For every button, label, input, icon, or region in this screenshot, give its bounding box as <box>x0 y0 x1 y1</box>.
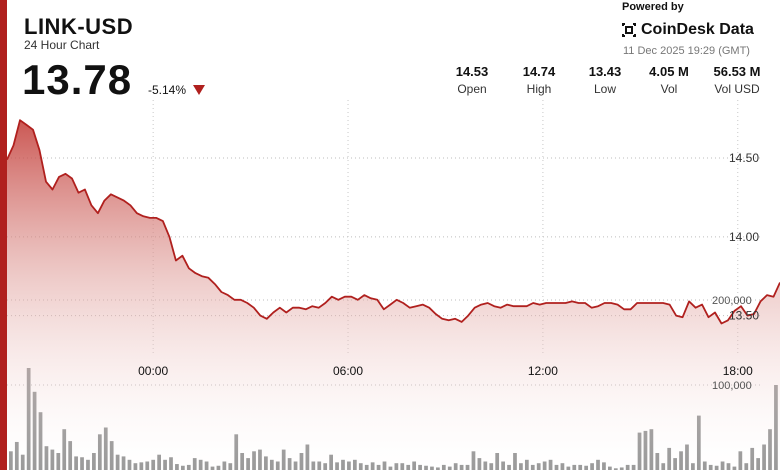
volume-tick-label: 100,000 <box>712 380 752 392</box>
stat-value: 13.43 <box>588 64 622 79</box>
axis-labels: 13.50 14.00 14.50 100,000 200,000 00:00 06:00 1… <box>138 151 759 392</box>
stat-label: Low <box>593 82 616 96</box>
stat-vol-usd: 56.53 M Vol USD <box>702 64 772 96</box>
stat-label: High <box>526 82 552 96</box>
coindesk-logo-icon <box>622 23 636 37</box>
time-tick-label: 12:00 <box>528 364 558 378</box>
stat-high: 14.74 High <box>504 64 574 96</box>
stat-open: 14.53 Open <box>437 64 507 96</box>
stat-label: Vol USD <box>714 82 760 96</box>
price-change: -5.14% <box>148 83 187 97</box>
powered-by-label: Powered by <box>622 1 684 13</box>
pair-title: LINK-USD <box>24 14 134 39</box>
price-tick-label: 14.50 <box>729 151 759 165</box>
chart-subtitle: 24 Hour Chart <box>24 38 100 52</box>
price-tick-label: 14.00 <box>729 230 759 244</box>
stat-vol: 4.05 M Vol <box>634 64 704 96</box>
stat-label: Open <box>457 82 487 96</box>
stat-value: 56.53 M <box>713 64 761 79</box>
time-tick-label: 18:00 <box>723 364 753 378</box>
brand-accent-bar <box>0 0 7 470</box>
price-area <box>6 119 780 470</box>
price-line <box>6 119 780 325</box>
volume-tick-label: 200,000 <box>712 295 752 307</box>
down-arrow-icon <box>193 85 205 95</box>
stat-value: 4.05 M <box>649 64 689 79</box>
price-area-fill <box>7 120 780 470</box>
stat-value: 14.53 <box>455 64 489 79</box>
stat-label: Vol <box>660 82 678 96</box>
brand-name: CoinDesk Data <box>641 21 754 38</box>
stat-value: 14.74 <box>522 64 556 79</box>
brand-logo-link[interactable]: CoinDesk Data <box>620 19 754 41</box>
chart-timestamp: 11 Dec 2025 19:29 (GMT) <box>623 45 750 57</box>
time-tick-label: 00:00 <box>138 364 168 378</box>
stat-low: 13.43 Low <box>570 64 640 96</box>
current-price: 13.78 <box>22 56 133 103</box>
price-tick-label: 13.50 <box>729 309 759 323</box>
time-tick-label: 06:00 <box>333 364 363 378</box>
